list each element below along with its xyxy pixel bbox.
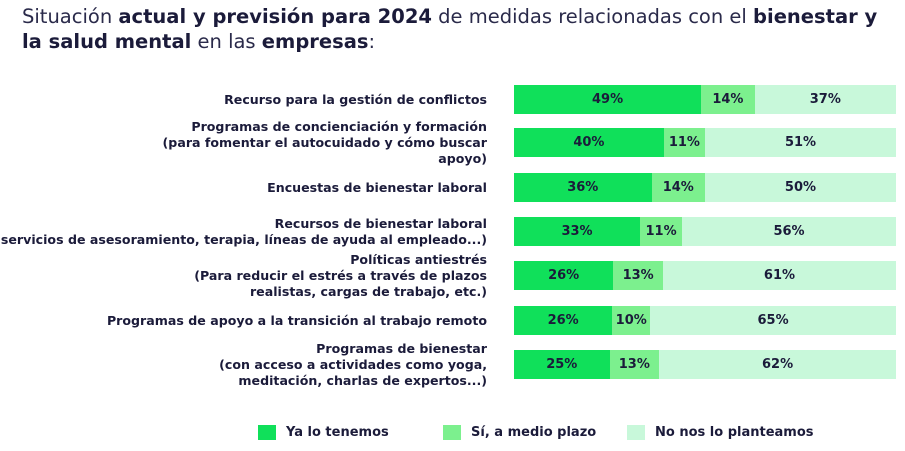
legend-label: Ya lo tenemos — [286, 425, 389, 440]
bar-segment: 26% — [514, 306, 613, 335]
category-label-line: (para fomentar el autocuidado y cómo bus… — [162, 134, 487, 150]
category-label-line: Recurso para la gestión de conflictos — [224, 91, 487, 107]
data-label: 10% — [615, 313, 647, 328]
category-label-line: Encuestas de bienestar laboral — [267, 179, 487, 195]
data-label: 50% — [784, 180, 817, 195]
category-label: Programas de concienciación y formación(… — [0, 119, 487, 167]
legend-item: Sí, a medio plazo — [443, 425, 596, 440]
bar-segment: 40% — [514, 128, 664, 157]
bar-segment: 26% — [514, 261, 614, 290]
legend-item: Ya lo tenemos — [258, 425, 389, 440]
bar-segment: 65% — [650, 306, 896, 335]
data-label: 26% — [547, 313, 579, 328]
bar-segment: 33% — [514, 217, 641, 246]
data-label: 40% — [573, 135, 605, 150]
category-label-line: (con acceso a actividades como yoga, — [219, 356, 487, 372]
bar-segment: 14% — [651, 173, 705, 202]
stacked-bar: 40% 11% 51% — [514, 128, 896, 157]
data-label: 13% — [618, 357, 650, 372]
category-label-line: Programas de concienciación y formación — [191, 118, 487, 134]
title-part: actual y previsión para 2024 — [118, 5, 432, 28]
title-part: : — [368, 30, 376, 53]
category-label-line: (servicios de asesoramiento, terapia, lí… — [0, 231, 487, 247]
bar-segment: 25% — [514, 350, 610, 379]
category-label-line: meditación, charlas de expertos...) — [238, 372, 487, 388]
data-label: 33% — [561, 224, 593, 239]
title-part: Situación — [22, 5, 119, 28]
data-label: 51% — [784, 135, 817, 150]
category-label-line: Recursos de bienestar laboral — [274, 215, 487, 231]
stacked-bar: 49% 14% 37% — [514, 85, 896, 114]
category-label-line: Políticas antiestrés — [350, 251, 487, 267]
data-label: 37% — [809, 92, 841, 107]
data-label: 26% — [548, 268, 580, 283]
stacked-bar: 26% 13% 61% — [514, 261, 896, 290]
legend-swatch — [627, 425, 645, 440]
bar-segment: 51% — [705, 128, 896, 157]
category-label-line: apoyo) — [438, 150, 487, 166]
data-label: 36% — [567, 180, 599, 195]
title-part: en las — [191, 30, 262, 53]
bar-segment: 37% — [754, 85, 896, 114]
data-label: 56% — [773, 224, 805, 239]
data-label: 14% — [712, 92, 744, 107]
category-label: Programas de apoyo a la transición al tr… — [0, 313, 487, 329]
data-label: 14% — [662, 180, 694, 195]
title-part: bienestar y la salud mental — [22, 5, 878, 53]
bar-segment: 36% — [514, 173, 652, 202]
bar-segment: 61% — [662, 261, 896, 290]
category-label: Políticas antiestrés (Para reducir el est… — [0, 252, 487, 300]
data-label: 25% — [546, 357, 578, 372]
chart-title: Situación actual y previsión para 2024 d… — [22, 4, 882, 54]
category-label: Programas de bienestar (con acceso a acti… — [0, 341, 487, 389]
data-label: 11% — [645, 224, 677, 239]
data-label: 61% — [763, 268, 796, 283]
bar-segment: 11% — [640, 217, 683, 246]
category-label-line: (Para reducir el estrés a través de plaz… — [194, 267, 487, 283]
bar-segment: 14% — [701, 85, 755, 114]
bar-segment: 13% — [613, 261, 663, 290]
category-label: Encuestas de bienestar laboral — [0, 180, 487, 196]
bar-segment: 62% — [659, 350, 896, 379]
category-label-line: Programas de apoyo a la transición al tr… — [106, 312, 487, 328]
legend-item: No nos lo planteamos — [627, 425, 814, 440]
legend-swatch — [258, 425, 276, 440]
category-label: Recurso para la gestión de conflictos — [0, 92, 487, 108]
bar-segment: 50% — [704, 173, 896, 202]
chart-legend: Ya lo tenemos Sí, a medio plazo No nos lo … — [0, 425, 905, 443]
data-label: 13% — [622, 268, 654, 283]
title-part: de medidas relacionadas con el — [431, 5, 754, 28]
legend-swatch — [443, 425, 461, 440]
category-label-line: realistas, cargas de trabajo, etc.) — [249, 283, 487, 299]
stacked-bar: 26% 10% 65% — [514, 306, 896, 335]
data-label: 65% — [757, 313, 789, 328]
bar-segment: 10% — [612, 306, 651, 335]
data-label: 62% — [762, 357, 794, 372]
legend-label: Sí, a medio plazo — [471, 425, 597, 440]
title-part: empresas — [261, 30, 369, 53]
bar-segment: 11% — [663, 128, 705, 157]
category-label: Recursos de bienestar laboral (servicios … — [0, 216, 487, 248]
bar-segment: 56% — [682, 217, 896, 246]
data-label: 11% — [668, 135, 700, 150]
bar-segment: 13% — [609, 350, 660, 379]
legend-label: No nos lo planteamos — [655, 425, 814, 440]
stacked-bar: 25% 13% 62% — [514, 350, 896, 379]
stacked-bar: 33% 11% 56% — [514, 217, 896, 246]
data-label: 49% — [592, 92, 624, 107]
category-label-line: Programas de bienestar — [316, 340, 487, 356]
stacked-bar: 36% 14% 50% — [514, 173, 896, 202]
bar-segment: 49% — [514, 85, 702, 114]
